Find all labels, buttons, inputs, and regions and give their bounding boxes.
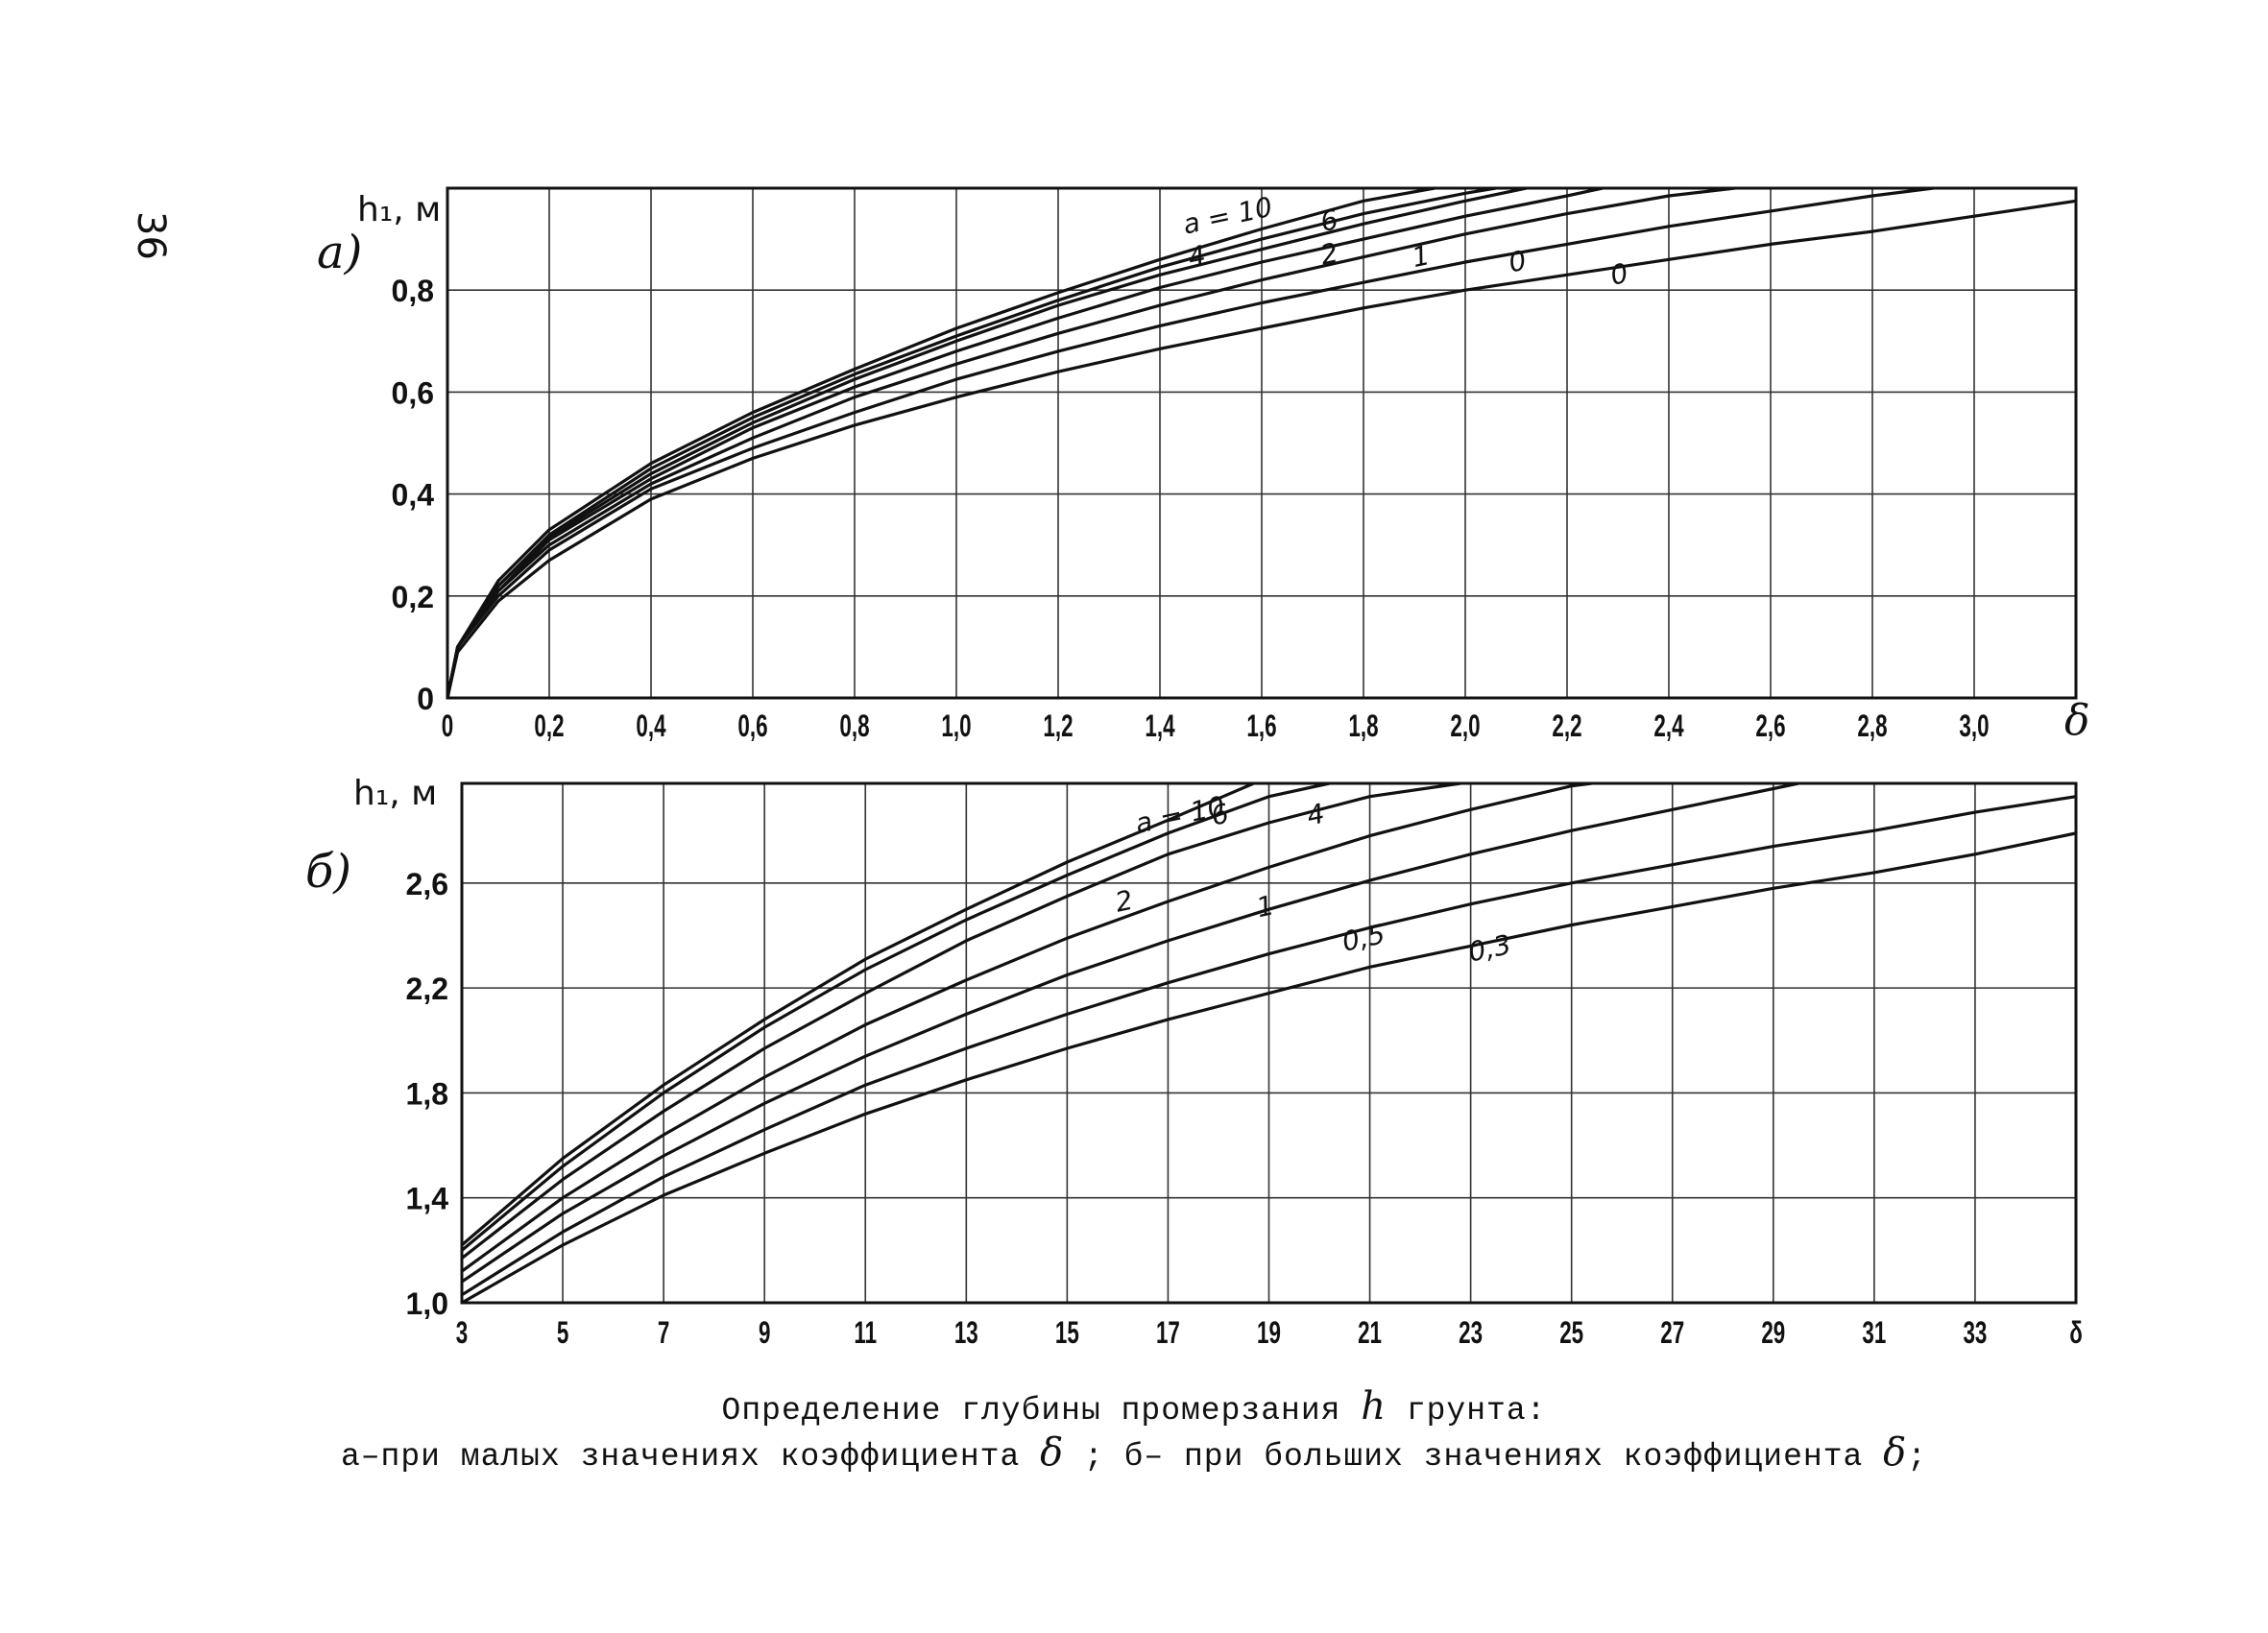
chart-b-frame: [460, 781, 2078, 1305]
chart-b-x-tick-label: 13: [954, 1315, 978, 1350]
chart-b-y-tick-label: 1,0: [406, 1286, 448, 1321]
chart-b-x-tick-label: 19: [1257, 1315, 1281, 1350]
chart-a-x-tick-label: 2,8: [1857, 708, 1887, 743]
chart-b-series-label: 4: [1304, 798, 1327, 832]
chart-a-series-line: [446, 186, 1934, 699]
chart-b-x-tick-label: 23: [1459, 1315, 1483, 1350]
chart-b-x-tick-label: 9: [759, 1315, 770, 1350]
panel-label-a: а): [317, 226, 363, 279]
caption-line-2: а–при малых значениях коэффициента δ ; б…: [0, 1430, 2268, 1475]
caption-delta-symbol-2: δ: [1883, 1430, 1908, 1475]
chart-a-series-line: [446, 186, 1436, 699]
chart-b-series-line: [461, 781, 1592, 1273]
chart-b-series-line: [460, 781, 1255, 1247]
chart-b-y-tick-label: 2,6: [406, 867, 448, 901]
caption-h-symbol: h: [1361, 1384, 1387, 1429]
caption-line-2-a: а–при малых значениях коэффициента: [340, 1439, 1021, 1475]
chart-b-x-tick-label: 3: [456, 1315, 468, 1350]
chart-b-series-label: 2: [1113, 884, 1136, 919]
chart-a-series-line: [446, 186, 1736, 699]
chart-a-series-label: 1: [1410, 239, 1433, 274]
chart-a-x-tick-label: 1,4: [1145, 708, 1175, 743]
chart-b-y-tick-label: 1,4: [406, 1182, 449, 1216]
chart-a-x-tick-label: 2,4: [1653, 708, 1684, 743]
chart-b-series-label: 0,5: [1339, 918, 1387, 958]
chart-a-x-tick-label: 0: [442, 708, 453, 743]
chart-a-x-tick-label: 0,4: [636, 708, 666, 743]
chart-a-y-tick-label: 0,8: [392, 274, 434, 308]
chart-b-x-tick-label: 7: [658, 1315, 669, 1350]
chart-b-x-tick-label: 5: [557, 1315, 568, 1350]
chart-a-y-tick-label: 0,4: [392, 478, 435, 513]
chart-b-x-tick-label: 33: [1963, 1315, 1987, 1350]
chart-a-y-tick-label: 0,6: [392, 375, 434, 410]
caption-line-1: Определение глубины промерзания h грунта…: [0, 1384, 2268, 1429]
chart-b-series-line: [461, 831, 2077, 1305]
chart-b-x-tick-label: 25: [1559, 1315, 1583, 1350]
chart-a-x-tick-label: 3,0: [1959, 708, 1989, 743]
chart-b-y-axis-label: h₁, м: [353, 774, 437, 813]
chart-b-x-tick-label: 17: [1156, 1315, 1180, 1350]
chart-b-x-tick-label: 15: [1055, 1315, 1079, 1350]
chart-a-series-label: 0: [1506, 244, 1529, 278]
chart-a-series-line: [446, 199, 2077, 699]
chart-b-x-tick-label: 27: [1660, 1315, 1684, 1350]
chart-a-series-label: a = 10: [1180, 191, 1275, 241]
chart-b-series-label: 1: [1254, 889, 1277, 924]
chart-b-x-tick-label: 29: [1761, 1315, 1785, 1350]
chart-b-series-line: [461, 781, 1461, 1260]
chart-b-y-tick-label: 1,8: [406, 1076, 448, 1111]
chart-b-y-tick-label: 2,2: [406, 972, 448, 1006]
chart-a-x-tick-label: 2,6: [1755, 708, 1785, 743]
chart-b-x-tick-label: 11: [854, 1315, 877, 1350]
chart-b-series-label: 0,3: [1465, 928, 1513, 969]
chart-a-x-tick-label: 0,8: [839, 708, 869, 743]
chart-a-x-tick-label: 0,6: [737, 708, 767, 743]
chart-b-x-tick-label: δ: [2069, 1315, 2083, 1350]
chart-a-series-label: 0: [1607, 257, 1630, 292]
chart-a-x-axis-label: δ: [2064, 696, 2090, 745]
chart-a-x-tick-label: 1,0: [941, 708, 971, 743]
chart-a-series-line: [446, 186, 1527, 699]
caption-line-1-text: Определение глубины промерзания: [721, 1393, 1341, 1429]
chart-b-series-line: [460, 781, 1330, 1252]
chart-a-y-tick-label: 0,2: [392, 580, 434, 614]
caption-delta-symbol-1: δ: [1040, 1430, 1065, 1475]
caption-line-2-end: ;: [1907, 1439, 1928, 1475]
panel-label-b: б): [305, 845, 352, 899]
chart-b-x-tick-label: 31: [1862, 1315, 1886, 1350]
chart-b-series-label: 6: [1208, 798, 1231, 832]
chart-a-x-tick-label: 1,2: [1043, 708, 1073, 743]
caption-line-2-b: ; б– при больших значениях коэффициента: [1083, 1439, 1864, 1475]
chart-a-x-tick-label: 1,8: [1348, 708, 1378, 743]
chart-a-y-tick-label: 0: [417, 682, 434, 716]
chart-a-x-tick-label: 2,0: [1450, 708, 1480, 743]
chart-a-frame: [446, 186, 2078, 700]
caption-line-1-end: грунта:: [1406, 1393, 1547, 1429]
chart-b-series-line: [461, 781, 1799, 1284]
chart-b-x-tick-label: 21: [1358, 1315, 1382, 1350]
chart-a-x-tick-label: 1,6: [1246, 708, 1276, 743]
chart-a-x-tick-label: 2,2: [1552, 708, 1581, 743]
chart-a-y-axis-label: h₁, м: [357, 190, 441, 229]
chart-b-series-line: [461, 795, 2077, 1297]
chart-a-x-tick-label: 0,2: [534, 708, 564, 743]
